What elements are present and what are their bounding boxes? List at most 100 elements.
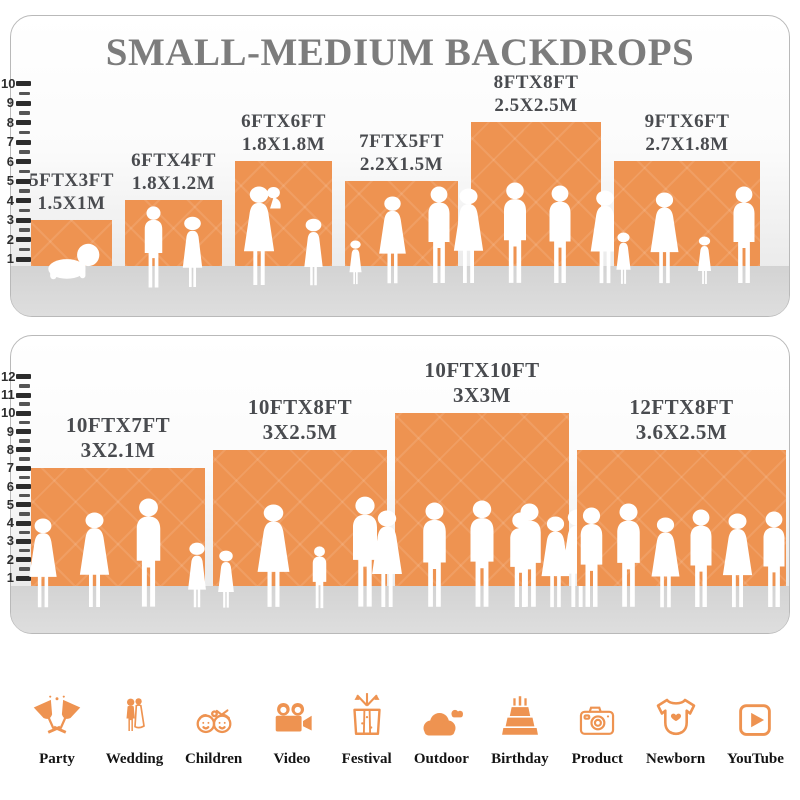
person-silhouette (534, 516, 577, 610)
party-icon (30, 687, 84, 743)
bar-size-label: 10FTX10FT 3X3M (424, 358, 539, 408)
category-item: Newborn (646, 687, 705, 768)
silhouette-group (31, 240, 112, 282)
bar-size-m-label: 3X3M (453, 383, 511, 408)
ruler-tick (16, 429, 31, 435)
ruler-tick (16, 256, 31, 262)
ruler-tick (16, 392, 31, 398)
bar-size-m-label: 3.6X2.5M (635, 420, 728, 445)
silhouette-group (213, 496, 387, 610)
bar-size-m-label: 1.8X1.8M (241, 133, 326, 155)
person-silhouette (459, 500, 505, 610)
bar-size-ft-label: 7FTX5FT (359, 131, 444, 153)
ruler-minor-tick (19, 130, 30, 135)
category-label: Party (39, 751, 75, 767)
ruler-tick (16, 159, 31, 164)
category-label: Festival (341, 751, 392, 767)
ruler-minor-tick (19, 150, 30, 154)
backdrop-bar: 6FTX6FT 1.8X1.8M (235, 111, 332, 286)
bar-size-ft-label: 5FTX3FT (29, 170, 114, 192)
ruler-number: 9 (6, 423, 14, 439)
bar-size-m-label: 3X2.1M (80, 438, 156, 463)
person-silhouette (715, 513, 760, 610)
backdrop-bar: 6FTX4FT 1.8X1.2M (125, 150, 222, 288)
person-silhouette (606, 503, 651, 610)
scale-ruler: 1 2 3 4 5 6 7 8 9 10 11 12 (1, 336, 37, 633)
silhouette-group (29, 498, 206, 610)
backdrop-bar: 12FTX8FT 3.6X2.5M (510, 395, 800, 608)
bar-size-m-label: 2.5X2.5M (494, 94, 578, 116)
ruler-tick (16, 520, 31, 526)
ruler-minor-tick (19, 548, 30, 553)
backdrop-bar: 8FTX8FT 2.5X2.5M (453, 72, 619, 284)
ruler-number: 10 (1, 405, 16, 421)
bar-size-ft-label: 8FTX8FT (493, 72, 579, 94)
ruler-tick (16, 178, 31, 184)
ruler-number: 11 (1, 387, 15, 402)
ruler-number: 6 (6, 153, 14, 169)
bar-size-label: 8FTX8FT 2.5X2.5M (494, 72, 579, 117)
ruler-number: 5 (6, 173, 14, 188)
wedding-icon (114, 687, 154, 743)
ruler-minor-tick (19, 208, 30, 213)
product-icon (570, 687, 624, 743)
person-silhouette (788, 519, 800, 610)
category-row: Party Wedding Children Video Festival Outdoor… (30, 656, 784, 768)
ruler-number: 2 (6, 551, 14, 567)
person-silhouette (643, 192, 686, 286)
bars-row: 10FTX7FT 3X2.1M 10FTX8FT 3X2.5M 10FTX10FT 3X3… (29, 358, 800, 609)
person-silhouette (249, 504, 298, 610)
silhouette-group (510, 503, 800, 610)
ruler-minor-tick (19, 189, 30, 193)
silhouette-group (614, 186, 760, 286)
backdrop-bar: 10FTX10FT 3X3M (372, 358, 592, 607)
bar-size-label: 6FTX4FT 1.8X1.2M (131, 150, 216, 195)
bar-size-ft-label: 9FTX6FT (644, 111, 730, 133)
ruler-number: 6 (6, 478, 14, 494)
person-silhouette (610, 232, 637, 286)
bar-size-label: 12FTX8FT 3.6X2.5M (629, 395, 733, 445)
person-silhouette (372, 196, 413, 286)
person-silhouette (237, 186, 288, 288)
ruler-minor-tick (19, 111, 30, 115)
ruler-number: 8 (6, 441, 14, 457)
ruler-tick (16, 217, 31, 223)
category-label: Newborn (646, 751, 706, 767)
backdrop-bar: 9FTX6FT 2.7X1.8M (614, 111, 760, 284)
ruler-number: 3 (6, 212, 14, 227)
ruler-tick (16, 502, 31, 508)
category-label: Wedding (105, 751, 164, 767)
large-backdrops-panel: 1 2 3 4 5 6 7 8 9 10 11 12 10FTX7FT 3X2.1M 10FTX8FT 3X2… (1, 335, 800, 634)
ruler-tick (16, 465, 31, 471)
person-silhouette (306, 546, 333, 610)
bar-size-ft-label: 10FTX8FT (247, 395, 353, 420)
small-backdrops-panel: SMALL-MEDIUM BACKDROPS 1 2 3 4 5 6 7 8 9 10 5FTX3F… (1, 15, 790, 317)
category-item: Party (30, 687, 84, 768)
person-silhouette (136, 206, 171, 290)
bar-size-m-label: 2.2X1.5M (359, 153, 444, 175)
category-label: Children (184, 751, 243, 767)
ruler-minor-tick (19, 439, 30, 443)
ruler-number: 12 (1, 368, 16, 384)
ruler-number: 9 (6, 95, 14, 110)
ruler-tick (16, 484, 31, 489)
person-silhouette (72, 512, 117, 610)
ruler-number: 7 (6, 134, 14, 149)
backdrop-bar: 10FTX8FT 3X2.5M (213, 395, 387, 609)
ruler-minor-tick (19, 91, 30, 96)
category-label: YouTube (726, 751, 784, 767)
bar-size-m-label: 2.7X1.8M (645, 133, 729, 155)
ruler-tick (16, 120, 31, 125)
category-item: YouTube (727, 687, 784, 768)
person-silhouette (412, 502, 457, 610)
bar-size-ft-label: 6FTX6FT (241, 111, 326, 133)
bar-size-m-label: 3X2.5M (262, 420, 338, 445)
ruler-number: 4 (6, 515, 14, 531)
category-label: Product (571, 751, 624, 767)
ruler-minor-tick (19, 384, 30, 388)
ruler-minor-tick (19, 512, 30, 516)
ruler-minor-tick (19, 420, 30, 425)
ruler-minor-tick (19, 567, 30, 571)
bar-size-ft-label: 10FTX7FT (65, 413, 171, 438)
